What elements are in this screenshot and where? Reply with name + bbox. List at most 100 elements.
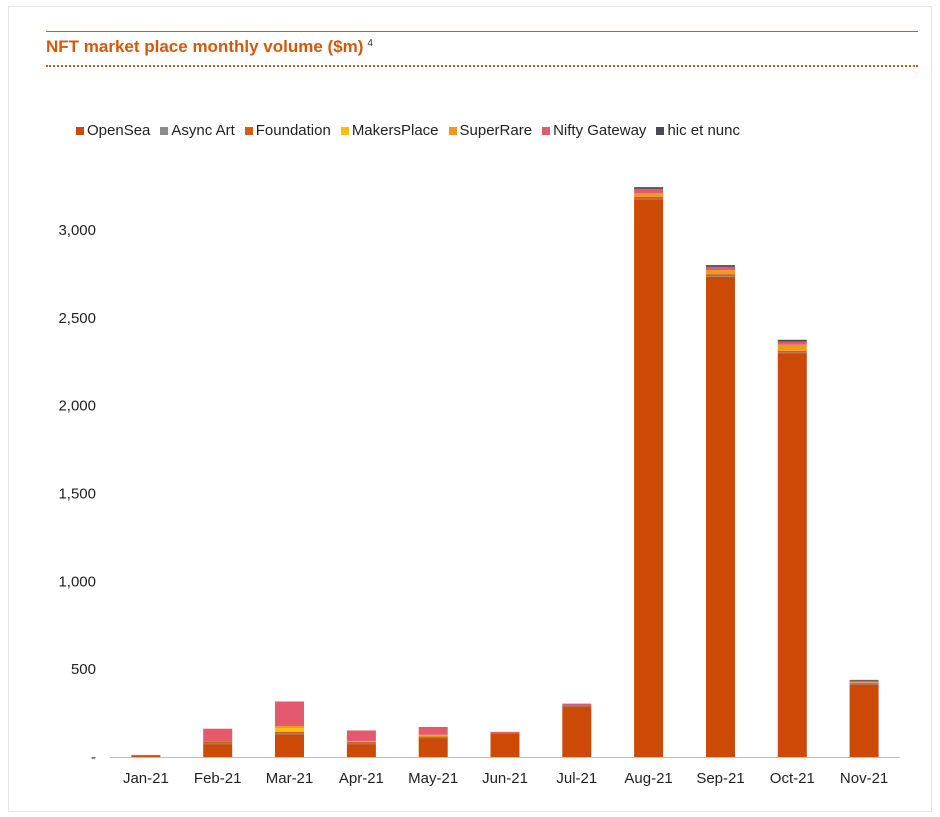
bar-segment <box>849 680 879 683</box>
legend-swatch <box>542 126 551 135</box>
x-tick-label: May-21 <box>408 770 458 787</box>
bar-segment <box>706 276 735 277</box>
chart-legend: OpenSea Async Art Foundation MakersPlace Sup… <box>76 122 740 139</box>
bar-segment <box>275 734 304 757</box>
bar-segment <box>418 737 448 739</box>
legend-swatch <box>340 126 349 135</box>
legend-item: Async Art <box>160 122 235 139</box>
legend-swatch <box>160 126 169 135</box>
y-tick-label: 1,500 <box>58 486 96 503</box>
y-tick-label: 1,000 <box>58 573 96 590</box>
legend-swatch <box>656 126 665 135</box>
bar-segment <box>418 737 448 757</box>
bar-segment <box>203 743 233 745</box>
title-footnote-marker: 4 <box>367 37 373 49</box>
legend-item: Foundation <box>244 122 331 139</box>
bar-segment <box>706 274 735 277</box>
y-tick-label: 2,500 <box>58 310 96 327</box>
x-tick-label: Aug-21 <box>624 770 672 787</box>
chart-header: NFT market place monthly volume ($m) 4 <box>46 37 918 63</box>
x-tick-label: Jan-21 <box>123 770 169 787</box>
legend-item: OpenSea <box>76 122 150 139</box>
legend-label: hic et nunc <box>667 122 740 139</box>
y-tick-label: 500 <box>71 661 96 678</box>
bar-segment <box>706 265 735 267</box>
bar-segment <box>849 684 879 757</box>
x-tick-label: Jun-21 <box>482 770 528 787</box>
bar-segment <box>634 187 664 189</box>
bar-segment <box>634 198 664 200</box>
legend-label: MakersPlace <box>351 122 439 139</box>
bar-segment <box>418 735 448 737</box>
bar-segment <box>418 734 448 736</box>
bar-segment <box>777 352 807 757</box>
y-tick-label: 2,000 <box>58 398 96 415</box>
legend-swatch <box>448 126 457 135</box>
legend-label: Foundation <box>255 122 331 139</box>
bar-segment <box>562 705 592 707</box>
x-tick-label: Sep-21 <box>696 770 744 787</box>
bar-segment <box>777 344 807 351</box>
bar-segment <box>203 743 233 757</box>
bar-segment <box>418 736 448 738</box>
bar-segment <box>634 199 664 757</box>
legend-label: OpenSea <box>87 122 151 139</box>
title-top-rule <box>46 31 918 32</box>
x-tick-label: Apr-21 <box>339 770 384 787</box>
bar-segment <box>634 188 664 194</box>
bar-segment <box>490 733 520 757</box>
bar-segment <box>706 276 735 757</box>
bar-segment <box>418 726 448 735</box>
legend-item: SuperRare <box>448 122 533 139</box>
legend-swatch <box>244 126 253 135</box>
bar-segment <box>849 679 879 681</box>
x-tick-label: Feb-21 <box>194 770 242 787</box>
bar-segment <box>346 743 376 745</box>
legend-label: Nifty Gateway <box>553 122 647 139</box>
bar-segment <box>203 741 233 744</box>
bar-segment <box>490 732 520 734</box>
x-tick-label: Nov-21 <box>840 770 888 787</box>
legend-swatch <box>76 126 84 135</box>
bar-segment <box>131 754 161 756</box>
y-tick-label: 3,000 <box>58 222 96 239</box>
bar-segment <box>634 196 664 199</box>
bar-segment <box>849 683 879 685</box>
bar-segment <box>490 731 520 733</box>
bar-segment <box>490 733 520 734</box>
bar-segment <box>634 193 664 197</box>
y-tick-label: - <box>91 749 96 766</box>
legend-item: MakersPlace <box>340 122 439 139</box>
chart-title: NFT market place monthly volume ($m) <box>46 37 364 56</box>
bar-segment <box>131 755 161 757</box>
bar-segment <box>562 703 592 706</box>
bar-segment <box>346 741 376 742</box>
legend-item: Nifty Gateway <box>542 122 646 139</box>
bar-segment <box>706 266 735 271</box>
bar-segment <box>275 733 304 735</box>
bar-segment <box>777 350 807 353</box>
x-tick-label: Mar-21 <box>266 770 314 787</box>
legend-label: Async Art <box>171 122 235 139</box>
x-tick-label: Jul-21 <box>556 770 597 787</box>
x-tick-label: Oct-21 <box>770 770 815 787</box>
bar-segment <box>203 728 233 742</box>
bar-segment <box>275 728 304 732</box>
bar-segment <box>275 731 304 734</box>
bar-segment <box>849 682 879 684</box>
legend-item: hic et nunc <box>656 122 740 139</box>
title-dotted-rule <box>46 65 918 67</box>
bar-segment <box>275 701 304 727</box>
bar-segment <box>706 270 735 275</box>
bar-segment <box>777 352 807 354</box>
bar-segment <box>346 743 376 757</box>
bar-segment <box>777 339 807 342</box>
bar-segment <box>849 683 879 684</box>
bar-segment <box>777 341 807 345</box>
bar-segment <box>562 706 592 757</box>
legend-label: SuperRare <box>459 122 533 139</box>
bar-segment <box>346 741 376 744</box>
bar-segment <box>562 705 592 706</box>
bar-segment <box>275 726 304 729</box>
